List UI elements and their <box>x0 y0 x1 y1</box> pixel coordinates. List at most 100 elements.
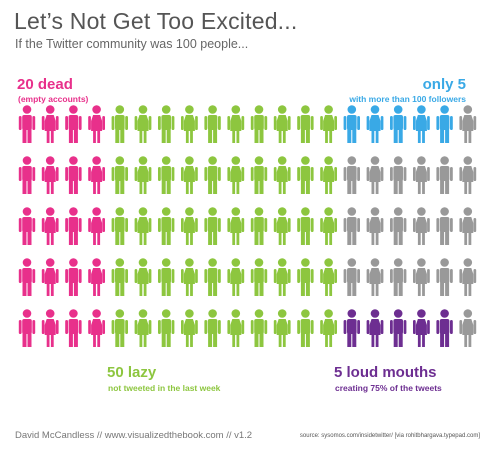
person-icon <box>134 207 152 245</box>
person-icon <box>111 207 128 245</box>
person-icon <box>181 105 198 143</box>
person-icon <box>181 258 198 296</box>
person-icon <box>273 309 291 347</box>
person-icon <box>111 258 128 296</box>
person-icon <box>134 309 152 347</box>
loud-description: creating 75% of the tweets <box>335 383 442 393</box>
person-icon <box>459 309 477 347</box>
dead-count-label: 20 dead <box>17 76 73 93</box>
person-icon <box>181 309 198 347</box>
person-icon <box>297 156 314 194</box>
person-icon <box>181 156 198 194</box>
person-icon <box>18 105 36 143</box>
person-icon <box>41 156 59 194</box>
person-icon <box>158 105 175 143</box>
person-icon <box>250 105 268 143</box>
person-icon <box>88 309 105 347</box>
person-icon <box>343 309 360 347</box>
person-icon <box>366 156 384 194</box>
person-icon <box>88 207 105 245</box>
person-icon <box>41 105 59 143</box>
person-icon <box>65 309 82 347</box>
lazy-description: not tweeted in the last week <box>108 383 221 393</box>
person-icon <box>436 258 453 296</box>
person-icon <box>436 309 453 347</box>
person-icon <box>343 156 360 194</box>
person-icon <box>227 105 245 143</box>
person-icon <box>413 207 430 245</box>
person-icon <box>459 207 477 245</box>
person-icon <box>320 309 337 347</box>
dead-description: (empty accounts) <box>18 94 89 104</box>
person-icon <box>297 207 314 245</box>
person-icon <box>65 156 82 194</box>
person-icon <box>250 156 268 194</box>
person-icon <box>134 258 152 296</box>
person-icon <box>18 207 36 245</box>
person-icon <box>366 207 384 245</box>
person-icon <box>366 105 384 143</box>
person-icon <box>390 309 407 347</box>
person-icon <box>227 309 245 347</box>
person-icon <box>413 258 430 296</box>
person-icon <box>134 156 152 194</box>
only-count-label: only 5 <box>422 76 466 93</box>
person-icon <box>436 105 453 143</box>
loud-count-label: 5 loud mouths <box>334 364 437 381</box>
person-icon <box>390 207 407 245</box>
person-icon <box>250 207 268 245</box>
person-icon <box>459 156 477 194</box>
person-icon <box>181 207 198 245</box>
person-icon <box>88 105 105 143</box>
person-icon <box>18 258 36 296</box>
person-icon <box>158 258 175 296</box>
person-icon <box>88 258 105 296</box>
person-icon <box>65 105 82 143</box>
page-subtitle: If the Twitter community was 100 people.… <box>15 37 249 51</box>
person-icon <box>390 258 407 296</box>
source-note: source: sysomos.com/insidetwitter/ [via … <box>299 433 480 439</box>
person-icon <box>413 156 430 194</box>
person-icon <box>366 309 384 347</box>
person-icon <box>204 207 221 245</box>
person-icon <box>297 105 314 143</box>
person-icon <box>273 258 291 296</box>
person-icon <box>273 105 291 143</box>
person-icon <box>204 156 221 194</box>
person-icon <box>320 105 337 143</box>
page-title: Let’s Not Get Too Excited... <box>14 8 298 34</box>
person-icon <box>41 258 59 296</box>
person-icon <box>65 258 82 296</box>
person-icon <box>41 207 59 245</box>
person-icon <box>297 309 314 347</box>
person-icon <box>413 309 430 347</box>
person-icon <box>390 156 407 194</box>
person-icon <box>343 105 360 143</box>
lazy-count-label: 50 lazy <box>107 364 157 381</box>
person-icon <box>204 309 221 347</box>
person-icon <box>390 105 407 143</box>
person-icon <box>227 258 245 296</box>
person-icon <box>297 258 314 296</box>
person-icon <box>436 156 453 194</box>
person-icon <box>273 207 291 245</box>
person-icon <box>111 156 128 194</box>
person-icon <box>436 207 453 245</box>
person-icon <box>343 258 360 296</box>
person-icon <box>158 156 175 194</box>
person-icon <box>88 156 105 194</box>
person-icon <box>204 258 221 296</box>
person-icon <box>250 309 268 347</box>
person-icon <box>459 105 477 143</box>
person-icon <box>459 258 477 296</box>
person-icon <box>250 258 268 296</box>
person-icon <box>111 309 128 347</box>
person-icon <box>320 258 337 296</box>
person-icon <box>18 309 36 347</box>
person-icon <box>366 258 384 296</box>
person-icon <box>111 105 128 143</box>
person-icon <box>320 156 337 194</box>
person-icon <box>134 105 152 143</box>
person-icon <box>18 156 36 194</box>
